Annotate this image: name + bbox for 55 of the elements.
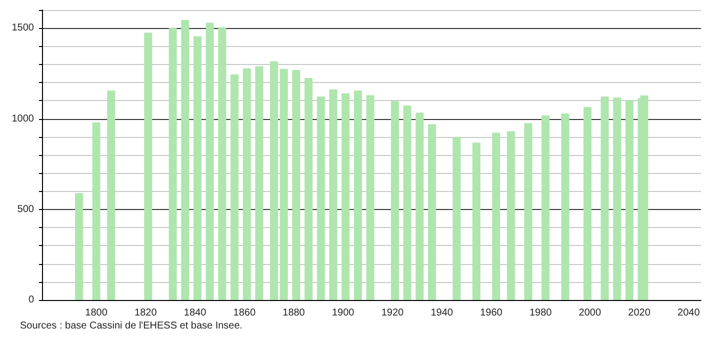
bar — [280, 68, 288, 300]
x-tick-label: 1960 — [480, 308, 503, 318]
bar — [452, 136, 461, 300]
x-tick-label: 1840 — [184, 308, 207, 318]
bar — [366, 95, 374, 300]
bar — [206, 22, 214, 300]
bar — [181, 20, 190, 300]
x-tick-label: 1920 — [381, 308, 404, 318]
bar — [218, 27, 226, 300]
bar — [329, 89, 338, 300]
bar — [524, 123, 532, 300]
x-tick-label: 1940 — [430, 308, 454, 318]
bar — [613, 98, 622, 300]
y-tick-label: 500 — [17, 204, 34, 215]
bar — [92, 122, 100, 300]
y-tick-label: 0 — [28, 294, 34, 306]
y-tick-label: 1500 — [12, 22, 34, 34]
source-note: Sources : base Cassini de l'EHESS et base Insee. — [20, 320, 243, 332]
x-tick-label: 2000 — [578, 308, 602, 318]
bar — [270, 61, 278, 300]
bar — [354, 90, 362, 300]
bar — [304, 78, 313, 300]
x-tick-label: 1800 — [85, 308, 108, 318]
bar — [416, 112, 424, 300]
bar — [583, 107, 592, 300]
x-tick-label: 1900 — [332, 308, 355, 318]
bar — [403, 106, 412, 300]
bar — [625, 100, 634, 300]
x-tick-label: 1880 — [282, 308, 306, 318]
bar — [492, 132, 500, 300]
bar — [506, 131, 515, 300]
bar — [640, 96, 648, 300]
bar — [242, 68, 251, 300]
bar — [472, 142, 480, 300]
bar — [390, 101, 399, 300]
bar — [342, 93, 350, 300]
bar — [542, 115, 550, 300]
bar — [600, 96, 609, 300]
bar — [107, 90, 116, 300]
x-tick-label: 2020 — [628, 308, 651, 318]
y-tick-label: 1000 — [12, 113, 34, 124]
x-tick-label: 1980 — [529, 308, 552, 318]
x-tick-label: 2040 — [678, 308, 700, 318]
bar — [144, 32, 152, 300]
bar — [75, 193, 84, 300]
bar — [255, 66, 264, 300]
x-tick-label: 1860 — [233, 308, 256, 318]
x-tick-label: 1820 — [134, 308, 158, 318]
bar — [292, 70, 300, 300]
bar — [428, 124, 436, 300]
bar — [168, 28, 177, 300]
bar — [193, 36, 202, 300]
bar — [316, 96, 325, 300]
bar — [561, 113, 570, 300]
bar — [230, 74, 239, 300]
